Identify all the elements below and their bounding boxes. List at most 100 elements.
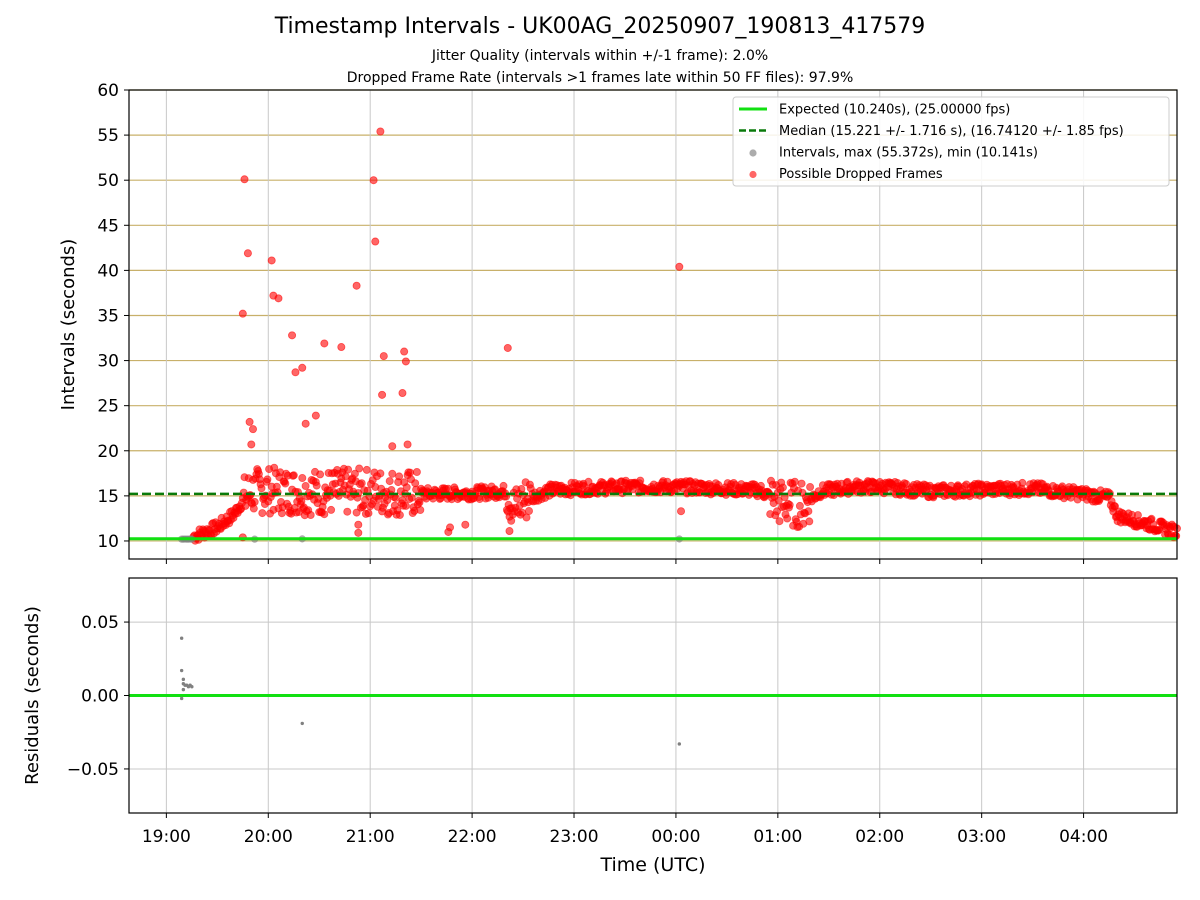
- dropped-frame-point: [677, 507, 686, 516]
- dropped-frame-point: [350, 469, 359, 478]
- dropped-frame-point: [320, 510, 329, 519]
- dropped-frame-point: [298, 363, 307, 372]
- chart-title: Timestamp Intervals - UK00AG_20250907_19…: [274, 14, 926, 39]
- dropped-frame-point: [240, 175, 249, 184]
- legend-entry-label: Intervals, max (55.372s), min (10.141s): [779, 146, 1038, 161]
- dropped-frame-point: [378, 390, 387, 399]
- intervals-ylabel: Intervals (seconds): [58, 239, 79, 411]
- dropped-frame-point: [416, 505, 425, 514]
- residuals-xtick-label: 02:00: [855, 827, 904, 847]
- dropped-frame-point: [352, 281, 361, 290]
- residual-point: [181, 677, 186, 682]
- dropped-frame-point: [312, 481, 321, 490]
- residuals-xtick-label: 22:00: [448, 827, 497, 847]
- dropped-frame-point: [1018, 478, 1027, 487]
- legend-dropped-swatch: [749, 170, 757, 179]
- dropped-frame-point: [783, 514, 792, 523]
- dropped-frame-point: [505, 527, 514, 536]
- dropped-frame-point: [376, 469, 385, 478]
- dropped-frame-point: [327, 505, 336, 514]
- dropped-frame-point: [636, 476, 645, 485]
- dropped-frame-point: [291, 368, 300, 377]
- residuals-ytick-label: −0.05: [67, 760, 119, 780]
- residual-point: [190, 684, 194, 689]
- intervals-panel: 10 15 20 25 30 35 40 45 50 55 60 Intervals (seconds…: [58, 81, 1182, 564]
- dropped-frame-point: [357, 479, 366, 488]
- residual-point: [179, 696, 184, 701]
- residuals-xtick-label: 03:00: [957, 827, 1006, 847]
- dropped-frame-point: [274, 294, 283, 303]
- dropped-frame-point: [395, 510, 404, 519]
- dropped-frame-point: [301, 481, 310, 490]
- intervals-ytick-label: 60: [97, 81, 119, 101]
- dropped-frame-point: [412, 467, 421, 476]
- intervals-ytick-label: 15: [97, 487, 119, 507]
- intervals-ytick-label: 45: [97, 216, 119, 236]
- dropped-frame-point: [354, 520, 363, 529]
- chart-subtitle-jitter: Jitter Quality (intervals within +/-1 fr…: [431, 48, 769, 64]
- dropped-frame-point: [238, 309, 247, 318]
- intervals-ytick-label: 25: [97, 397, 119, 417]
- residuals-frame: [128, 577, 1178, 814]
- dropped-frame-point: [281, 479, 290, 488]
- residual-point: [179, 636, 184, 640]
- dropped-frame-point: [525, 506, 534, 515]
- dropped-frame-point: [343, 507, 352, 516]
- dropped-frame-point: [388, 469, 397, 478]
- residual-point: [300, 721, 304, 726]
- intervals-ytick-label: 10: [97, 532, 119, 552]
- residual-point: [179, 668, 184, 673]
- dropped-frame-point: [778, 483, 787, 492]
- dropped-frame-point: [388, 442, 397, 451]
- dropped-frame-point: [301, 419, 310, 428]
- dropped-frame-point: [401, 357, 410, 366]
- dropped-frame-point: [446, 523, 455, 532]
- dropped-frame-point: [785, 500, 794, 509]
- residuals-panel: 0.05 0.00 −0.05 19:00 20:00 21:00 22:00 23:00 00…: [22, 577, 1178, 876]
- residuals-xlabel: Time (UTC): [599, 854, 705, 876]
- dropped-frame-point: [795, 501, 804, 510]
- dropped-frame-point: [316, 470, 325, 479]
- dropped-frame-point: [398, 389, 407, 398]
- dropped-frame-point: [362, 465, 371, 474]
- dropped-frame-point: [797, 479, 806, 488]
- dropped-frame-point: [306, 510, 315, 519]
- dropped-frame-point: [379, 352, 388, 361]
- residuals-xtick-label: 20:00: [244, 827, 293, 847]
- legend-entry-label: Expected (10.240s), (25.00000 fps): [779, 103, 1010, 118]
- legend-box: [732, 96, 1170, 187]
- dropped-frame-point: [248, 425, 257, 434]
- legend-entry-label: Possible Dropped Frames: [779, 167, 943, 182]
- residuals-xtick-label: 01:00: [753, 827, 802, 847]
- dropped-frame-point: [391, 493, 400, 502]
- dropped-frame-point: [403, 440, 412, 449]
- residuals-xtick-label: 04:00: [1059, 827, 1108, 847]
- dropped-frame-point: [249, 504, 258, 513]
- intervals-ytick-label: 55: [97, 126, 119, 146]
- dropped-frame-point: [499, 481, 508, 490]
- dropped-frame-point: [371, 237, 380, 246]
- dropped-frame-point: [376, 127, 385, 136]
- legend-entry-label: Median (15.221 +/- 1.716 s), (16.74120 +…: [779, 124, 1124, 139]
- dropped-frame-point: [387, 485, 396, 494]
- dropped-frame-point: [773, 507, 782, 516]
- intervals-ytick-label: 40: [97, 261, 119, 281]
- residuals-xtick-label: 21:00: [346, 827, 395, 847]
- dropped-frame-point: [245, 417, 254, 426]
- dropped-frame-point: [243, 249, 252, 258]
- dropped-frame-point: [675, 262, 684, 271]
- dropped-frame-point: [806, 482, 815, 491]
- dropped-frame-point: [355, 464, 364, 473]
- residuals-ytick-label: 0.00: [81, 687, 119, 707]
- dropped-frame-point: [804, 507, 813, 516]
- dropped-frame-point: [364, 509, 373, 518]
- dropped-frame-point: [354, 528, 363, 537]
- intervals-ytick-label: 30: [97, 352, 119, 372]
- intervals-ytick-label: 50: [97, 171, 119, 191]
- dropped-frame-point: [289, 471, 298, 480]
- dropped-frame-point: [320, 339, 329, 348]
- dropped-frame-point: [407, 493, 416, 502]
- dropped-frame-point: [257, 484, 266, 493]
- intervals-frame: [128, 89, 1178, 560]
